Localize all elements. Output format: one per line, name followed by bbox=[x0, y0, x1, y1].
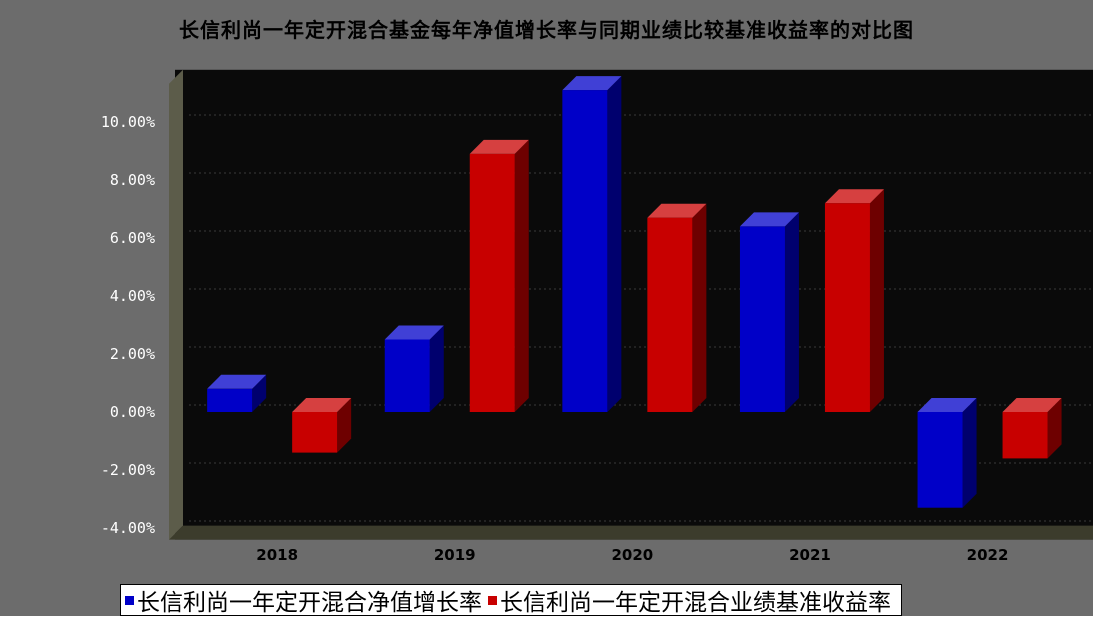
y-tick-label: 0.00% bbox=[110, 403, 155, 421]
y-tick-label: 6.00% bbox=[110, 229, 155, 247]
chart-title: 长信利尚一年定开混合基金每年净值增长率与同期业绩比较基准收益率的对比图 bbox=[179, 18, 914, 42]
x-tick-label: 2019 bbox=[434, 546, 476, 564]
bar-side bbox=[869, 189, 884, 412]
bar-top bbox=[469, 139, 529, 154]
bar-top bbox=[562, 76, 622, 91]
y-tick-label: -4.00% bbox=[101, 519, 155, 537]
legend-item-series-1: 长信利尚一年定开混合净值增长率 bbox=[125, 583, 482, 617]
plot-floor bbox=[169, 525, 1093, 540]
bar-side bbox=[429, 325, 444, 412]
bar-top bbox=[824, 189, 884, 204]
bar bbox=[469, 153, 515, 412]
bar-side bbox=[962, 398, 977, 508]
legend-label-series-1: 长信利尚一年定开混合净值增长率 bbox=[137, 590, 482, 616]
x-tick-label: 2021 bbox=[789, 546, 831, 564]
legend-swatch-series-2 bbox=[488, 595, 497, 605]
bar-top bbox=[739, 212, 799, 227]
bar bbox=[1002, 412, 1048, 459]
bar-side bbox=[1047, 398, 1062, 459]
bar bbox=[739, 226, 785, 412]
bar bbox=[384, 339, 430, 412]
legend-label-series-2: 长信利尚一年定开混合业绩基准收益率 bbox=[500, 590, 891, 616]
bar-side bbox=[607, 76, 622, 412]
bar-side bbox=[514, 139, 529, 412]
bar-top bbox=[647, 203, 707, 218]
bar bbox=[824, 203, 870, 412]
bar bbox=[207, 388, 253, 412]
bar-top bbox=[1002, 398, 1062, 412]
bar bbox=[647, 217, 693, 412]
legend-swatch-series-1 bbox=[125, 595, 134, 605]
bar-top bbox=[207, 374, 267, 389]
bar bbox=[292, 412, 338, 453]
bar bbox=[562, 90, 608, 412]
y-tick-label: 8.00% bbox=[110, 171, 155, 189]
y-tick-label: 4.00% bbox=[110, 287, 155, 305]
x-tick-label: 2020 bbox=[611, 546, 653, 564]
legend: 长信利尚一年定开混合净值增长率 长信利尚一年定开混合业绩基准收益率 bbox=[120, 584, 902, 616]
y-tick-label: -2.00% bbox=[101, 461, 155, 479]
y-tick-label: 2.00% bbox=[110, 345, 155, 363]
bar-side bbox=[337, 398, 352, 453]
bar-top bbox=[292, 398, 352, 412]
legend-item-series-2: 长信利尚一年定开混合业绩基准收益率 bbox=[488, 583, 891, 617]
bar-side bbox=[252, 374, 267, 412]
x-tick-label: 2022 bbox=[967, 546, 1009, 564]
bar-side bbox=[692, 203, 707, 412]
x-tick-label: 2018 bbox=[256, 546, 298, 564]
bar-top bbox=[917, 398, 977, 412]
bar bbox=[917, 412, 963, 508]
bar-side bbox=[784, 212, 799, 412]
plot-side-wall bbox=[169, 69, 183, 540]
bar-top bbox=[384, 325, 444, 340]
y-tick-label: 10.00% bbox=[101, 113, 155, 131]
